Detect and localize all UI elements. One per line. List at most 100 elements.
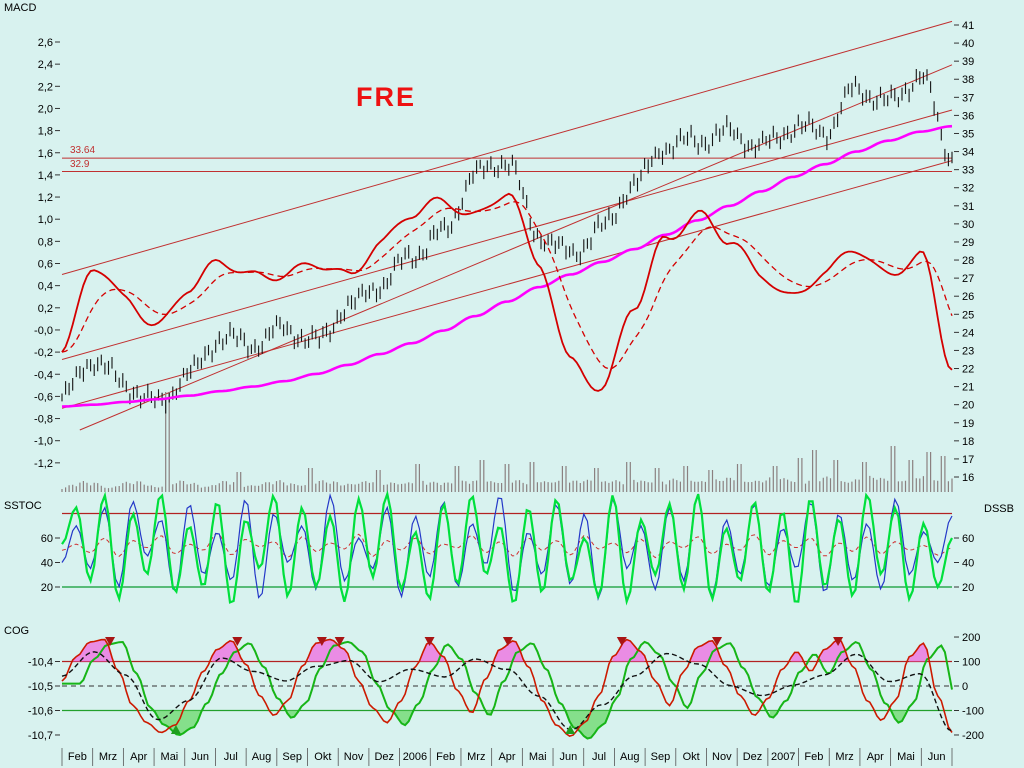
svg-text:1,6: 1,6 bbox=[38, 148, 53, 160]
svg-text:-0,6: -0,6 bbox=[34, 391, 53, 403]
svg-text:25: 25 bbox=[962, 309, 974, 321]
sell-marker-icon bbox=[712, 637, 723, 646]
svg-text:-0,4: -0,4 bbox=[34, 369, 53, 381]
svg-text:Feb: Feb bbox=[68, 751, 87, 763]
svg-text:40: 40 bbox=[962, 558, 974, 570]
sell-marker-icon bbox=[833, 637, 844, 646]
svg-text:20: 20 bbox=[962, 582, 974, 594]
svg-text:200: 200 bbox=[962, 632, 980, 644]
svg-text:20: 20 bbox=[962, 400, 974, 412]
support-line-label: 32.9 bbox=[70, 159, 90, 170]
svg-text:26: 26 bbox=[962, 291, 974, 303]
svg-text:32: 32 bbox=[962, 183, 974, 195]
ticker-symbol: FRE bbox=[356, 82, 416, 112]
macd-signal-line bbox=[61, 201, 953, 370]
svg-text:-10,5: -10,5 bbox=[28, 681, 53, 693]
svg-text:0,6: 0,6 bbox=[38, 259, 53, 271]
sell-marker-icon bbox=[232, 637, 243, 646]
svg-text:40: 40 bbox=[962, 38, 974, 50]
svg-text:-100: -100 bbox=[962, 705, 984, 717]
svg-text:Jun: Jun bbox=[560, 751, 578, 763]
svg-text:Mrz: Mrz bbox=[835, 751, 853, 763]
sell-marker-icon bbox=[616, 637, 627, 646]
svg-text:-0,0: -0,0 bbox=[34, 325, 53, 337]
buy-marker-icon bbox=[170, 725, 181, 734]
svg-text:2007: 2007 bbox=[771, 751, 795, 763]
cog-panel-label: COG bbox=[4, 625, 30, 637]
svg-text:19: 19 bbox=[962, 418, 974, 430]
macd-line bbox=[61, 192, 953, 392]
svg-text:-1,2: -1,2 bbox=[34, 458, 53, 470]
svg-text:27: 27 bbox=[962, 273, 974, 285]
svg-text:Feb: Feb bbox=[804, 751, 823, 763]
ma-line bbox=[61, 124, 953, 408]
svg-text:1,8: 1,8 bbox=[38, 126, 53, 138]
cog-signal-markers bbox=[105, 637, 844, 734]
svg-text:Jun: Jun bbox=[928, 751, 946, 763]
svg-text:40: 40 bbox=[41, 558, 53, 570]
svg-text:Mrz: Mrz bbox=[99, 751, 117, 763]
svg-text:18: 18 bbox=[962, 436, 974, 448]
svg-text:2,0: 2,0 bbox=[38, 103, 53, 115]
svg-text:Apr: Apr bbox=[130, 751, 147, 763]
svg-text:Jul: Jul bbox=[224, 751, 238, 763]
svg-text:0,8: 0,8 bbox=[38, 236, 53, 248]
sstoc-panel-label: SSTOC bbox=[4, 500, 42, 512]
sell-marker-icon bbox=[316, 637, 327, 646]
svg-text:60: 60 bbox=[962, 533, 974, 545]
svg-text:2,6: 2,6 bbox=[38, 37, 53, 49]
trend-lines bbox=[61, 20, 953, 431]
svg-text:23: 23 bbox=[962, 345, 974, 357]
svg-text:Sep: Sep bbox=[282, 751, 302, 763]
svg-text:41: 41 bbox=[962, 20, 974, 32]
svg-text:Apr: Apr bbox=[867, 751, 884, 763]
svg-text:28: 28 bbox=[962, 255, 974, 267]
svg-text:2,4: 2,4 bbox=[38, 59, 53, 71]
svg-text:Dez: Dez bbox=[374, 751, 394, 763]
svg-text:1,2: 1,2 bbox=[38, 192, 53, 204]
sstoc-panel bbox=[61, 489, 953, 606]
price-horizontal-lines bbox=[62, 157, 952, 172]
svg-text:30: 30 bbox=[962, 219, 974, 231]
svg-text:-0,2: -0,2 bbox=[34, 347, 53, 359]
x-axis: Feb Mrz Apr Mai Jun Jul Aug Sep Okt Nov Dez 2006 Feb… bbox=[61, 748, 953, 766]
svg-text:Apr: Apr bbox=[498, 751, 515, 763]
svg-text:31: 31 bbox=[962, 201, 974, 213]
svg-text:22: 22 bbox=[962, 364, 974, 376]
sell-marker-icon bbox=[424, 637, 435, 646]
svg-text:2006: 2006 bbox=[403, 751, 427, 763]
svg-text:Okt: Okt bbox=[683, 751, 700, 763]
cog-panel bbox=[61, 638, 953, 740]
svg-text:20: 20 bbox=[41, 582, 53, 594]
svg-text:Mrz: Mrz bbox=[467, 751, 485, 763]
svg-text:60: 60 bbox=[41, 533, 53, 545]
svg-text:0,2: 0,2 bbox=[38, 303, 53, 315]
svg-text:-10,4: -10,4 bbox=[28, 657, 53, 669]
dssb-axis-label: DSSB bbox=[984, 503, 1014, 515]
svg-text:24: 24 bbox=[962, 327, 974, 339]
svg-text:Sep: Sep bbox=[651, 751, 671, 763]
svg-text:Dez: Dez bbox=[743, 751, 763, 763]
buy-marker-icon bbox=[565, 725, 576, 734]
svg-text:Jun: Jun bbox=[191, 751, 209, 763]
svg-text:Mai: Mai bbox=[161, 751, 179, 763]
svg-text:100: 100 bbox=[962, 657, 980, 669]
svg-text:16: 16 bbox=[962, 472, 974, 484]
svg-text:-1,0: -1,0 bbox=[34, 436, 53, 448]
svg-text:37: 37 bbox=[962, 92, 974, 104]
svg-text:0,4: 0,4 bbox=[38, 281, 53, 293]
svg-text:39: 39 bbox=[962, 56, 974, 68]
sell-marker-icon bbox=[105, 637, 116, 646]
svg-text:2,2: 2,2 bbox=[38, 81, 53, 93]
sell-marker-icon bbox=[502, 637, 513, 646]
sell-marker-icon bbox=[334, 637, 345, 646]
svg-text:1,0: 1,0 bbox=[38, 214, 53, 226]
macd-panel-label: MACD bbox=[4, 2, 37, 14]
svg-text:-10,6: -10,6 bbox=[28, 705, 53, 717]
svg-text:Feb: Feb bbox=[436, 751, 455, 763]
svg-text:21: 21 bbox=[962, 382, 974, 394]
svg-text:Nov: Nov bbox=[344, 751, 364, 763]
svg-text:Nov: Nov bbox=[712, 751, 732, 763]
